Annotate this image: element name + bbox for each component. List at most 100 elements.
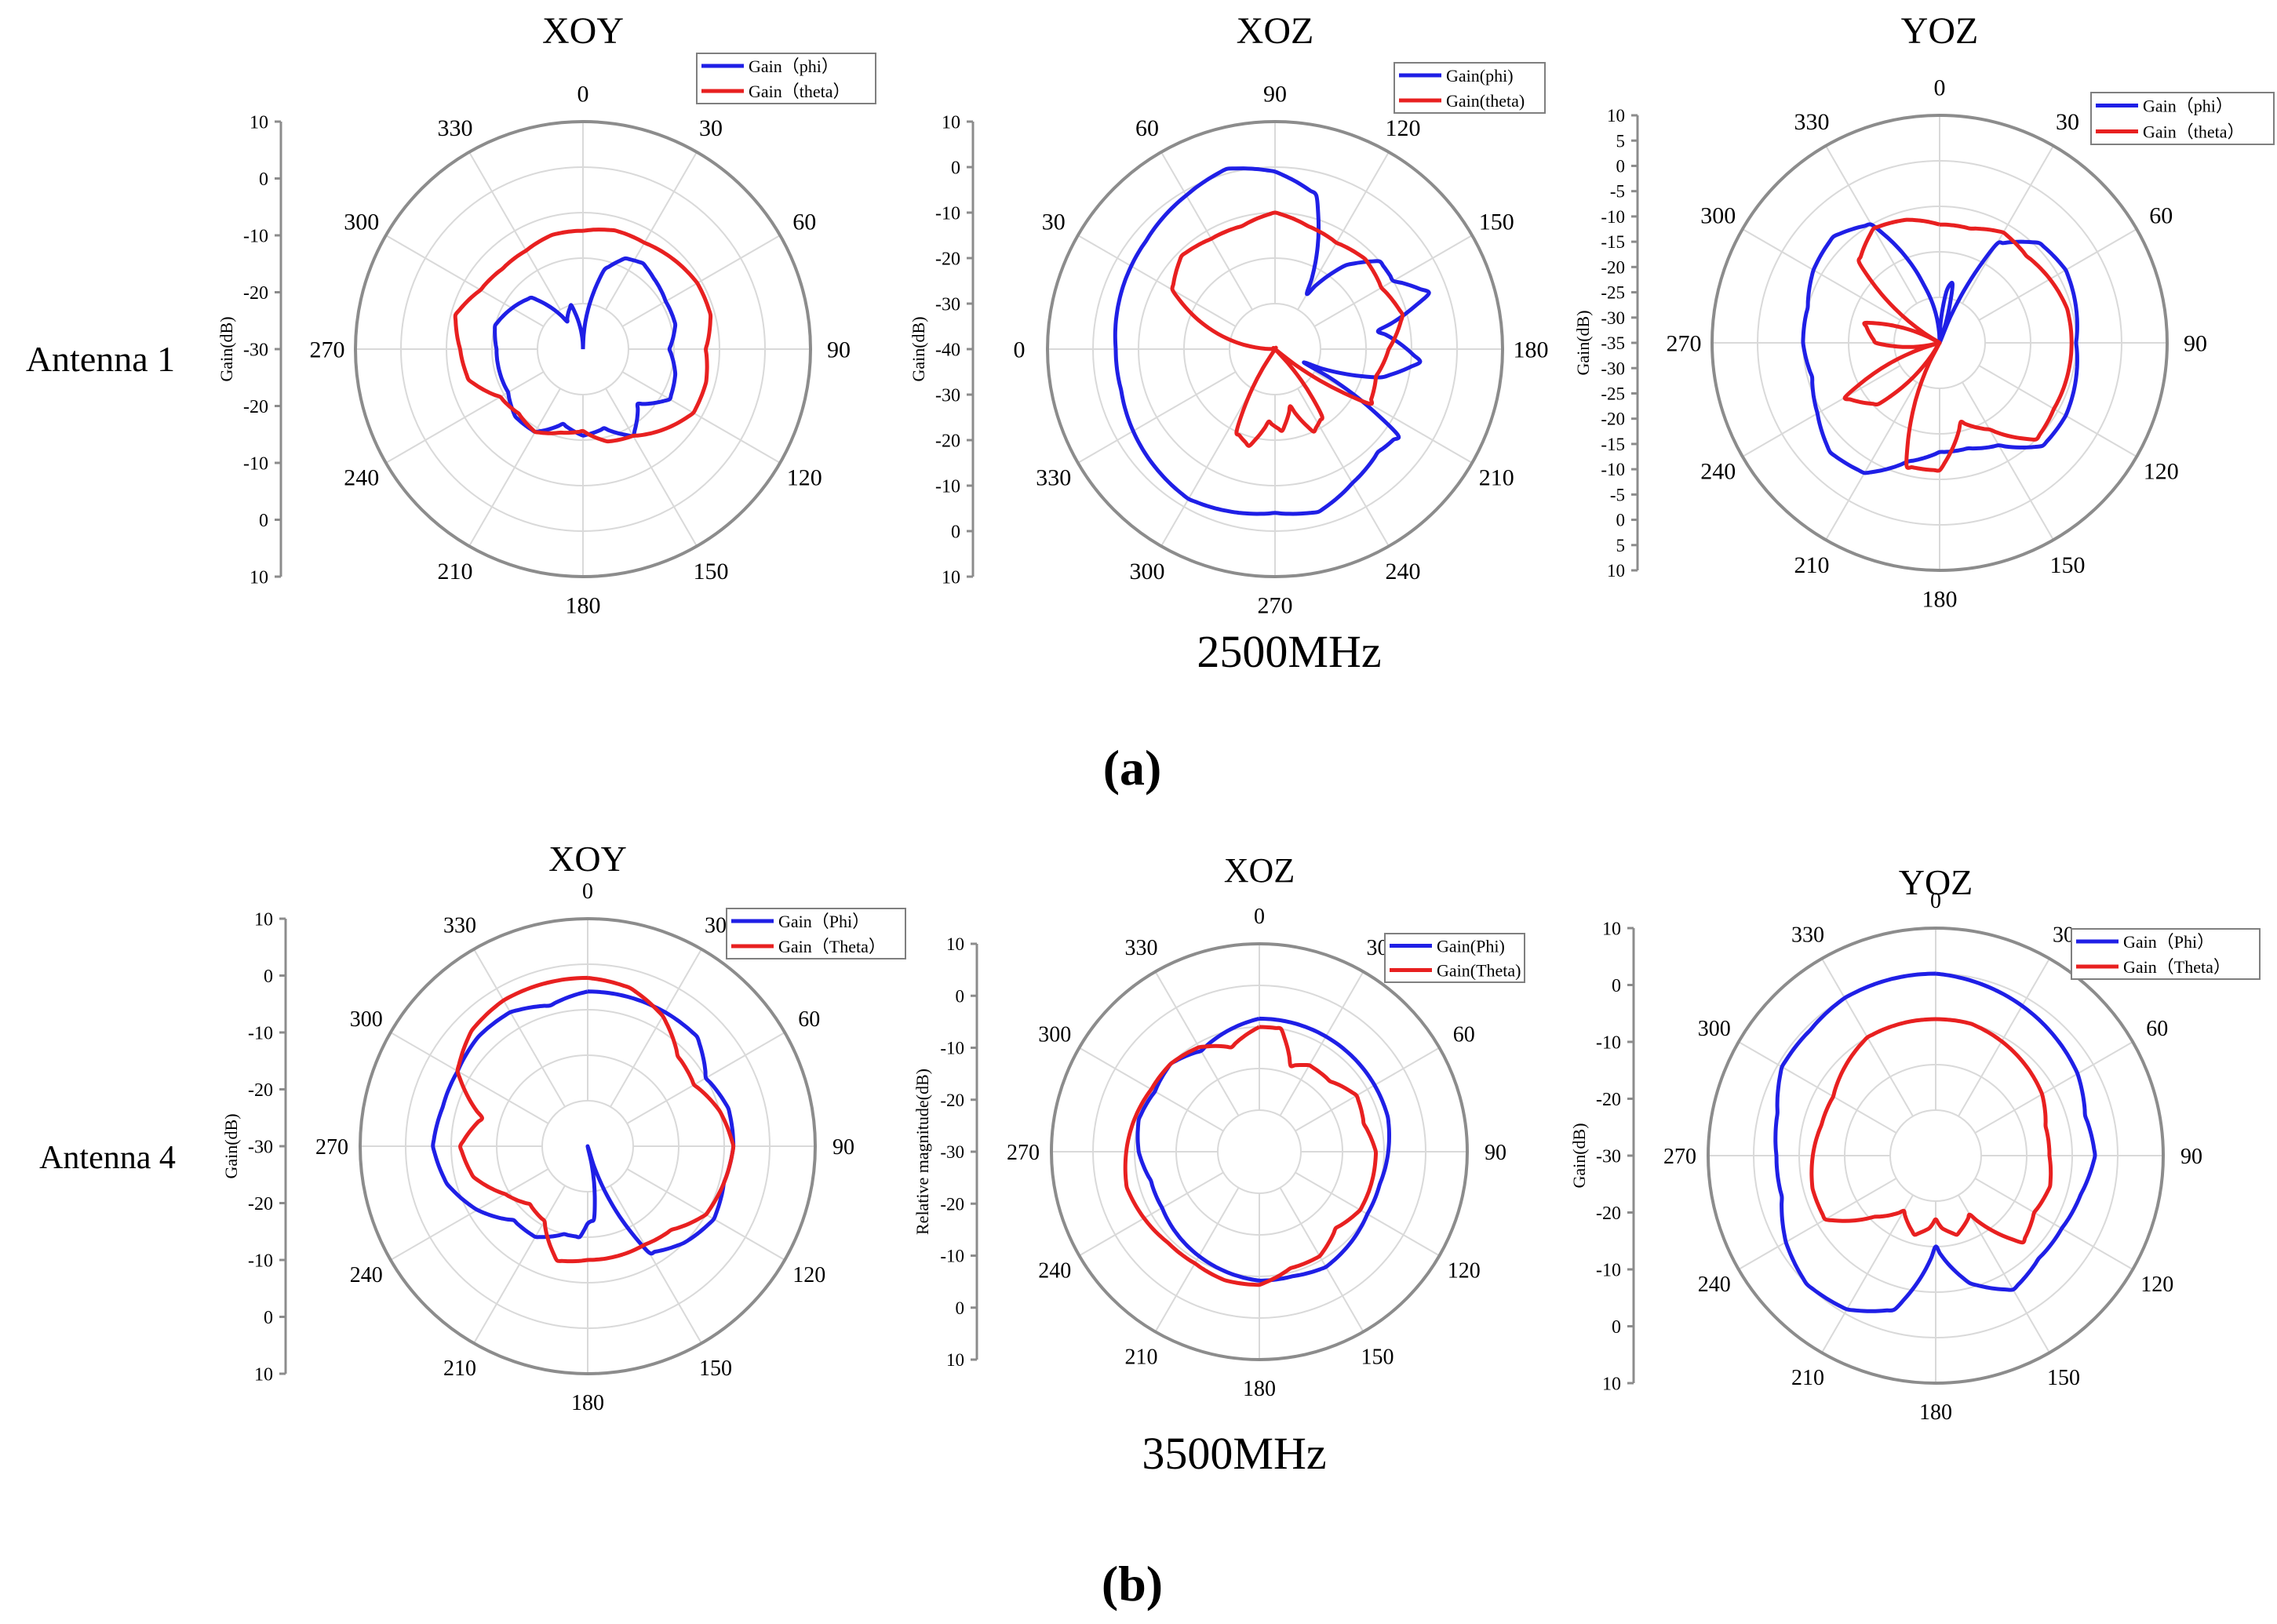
radial-axis-title: Relative magnitude(dB) bbox=[913, 1069, 932, 1235]
grid-spoke bbox=[1738, 1041, 1897, 1134]
angle-tick-label: 210 bbox=[1791, 1366, 1824, 1390]
grid-spoke bbox=[390, 1168, 549, 1261]
radial-axis-tick-label: 0 bbox=[956, 986, 965, 1006]
angle-tick-label: 120 bbox=[787, 465, 822, 491]
angle-tick-label: 240 bbox=[1038, 1258, 1071, 1283]
panel-a-label: (a) bbox=[1103, 740, 1162, 796]
angle-tick-label: 300 bbox=[1700, 203, 1736, 229]
angle-tick-label: 60 bbox=[798, 1007, 820, 1032]
series-curve-phi bbox=[1773, 971, 2097, 1313]
angle-tick-label: 150 bbox=[1361, 1345, 1394, 1370]
legend-label-phi: Gain（phi） bbox=[749, 56, 839, 76]
angle-tick-label: 330 bbox=[443, 914, 476, 938]
radial-axis-tick-label: 0 bbox=[1612, 1317, 1621, 1338]
radial-axis-tick-label: 5 bbox=[1616, 131, 1626, 151]
angle-tick-label: 90 bbox=[1485, 1141, 1506, 1165]
grid-spoke bbox=[1279, 1187, 1364, 1332]
radial-axis-tick-label: -20 bbox=[248, 1194, 273, 1214]
legend-label-phi: Gain（Phi） bbox=[778, 912, 869, 931]
legend-label-phi: Gain(Phi) bbox=[1437, 937, 1505, 956]
radial-axis-tick-label: -30 bbox=[935, 294, 960, 315]
angle-tick-label: 0 bbox=[1254, 905, 1265, 929]
radial-axis-tick-label: -10 bbox=[243, 453, 268, 474]
angle-tick-label: 300 bbox=[1698, 1017, 1731, 1041]
radial-axis-tick-label: 10 bbox=[1602, 919, 1621, 939]
grid-spoke bbox=[1978, 365, 2137, 457]
angle-tick-label: 180 bbox=[1922, 587, 1958, 613]
angle-tick-label: 90 bbox=[827, 337, 851, 363]
radial-axis-tick-label: -30 bbox=[1601, 359, 1625, 378]
radial-axis-title: Gain(dB) bbox=[1569, 1123, 1589, 1188]
angle-tick-label: 60 bbox=[792, 209, 816, 235]
polar-chart-a-yoz: 0 30 60 90 120 150 180 210 240 270 300 330 10 5 0 -5 -10… bbox=[1573, 10, 2275, 613]
angle-tick-label: 300 bbox=[1130, 559, 1165, 584]
angle-tick-label: 0 bbox=[1930, 889, 1941, 913]
legend-label-theta: Gain（theta） bbox=[749, 82, 851, 101]
angle-tick-label: 0 bbox=[1934, 75, 1946, 101]
angle-tick-label: 90 bbox=[1263, 82, 1287, 107]
radial-axis-tick-label: 0 bbox=[259, 169, 268, 190]
angle-tick-label: 270 bbox=[315, 1135, 348, 1160]
grid-spoke bbox=[1962, 145, 2054, 304]
grid-spoke bbox=[1974, 1041, 2133, 1134]
grid-spoke bbox=[1154, 971, 1240, 1116]
grid-spoke bbox=[1077, 235, 1237, 327]
legend-box bbox=[1384, 933, 1525, 983]
angle-tick-label: 150 bbox=[2047, 1366, 2080, 1390]
angle-tick-label: 270 bbox=[1258, 593, 1293, 619]
row-a-frequency-label: 2500MHz bbox=[1197, 626, 1381, 677]
angle-tick-label: 240 bbox=[1698, 1273, 1731, 1297]
legend-box bbox=[1394, 62, 1546, 114]
angle-tick-label: 300 bbox=[350, 1007, 383, 1032]
angle-tick-label: 150 bbox=[1479, 209, 1514, 235]
grid-spoke bbox=[1958, 958, 2050, 1117]
radial-axis-title: Gain(dB) bbox=[221, 1113, 241, 1178]
angle-tick-label: 240 bbox=[344, 465, 379, 491]
angle-tick-label: 30 bbox=[699, 115, 723, 141]
polar-chart-b-xoz: 0306090120150180210240270300330100-10-20… bbox=[913, 851, 1525, 1401]
radial-axis-tick-label: -35 bbox=[1601, 333, 1625, 353]
radial-axis-tick-label: -15 bbox=[1601, 232, 1625, 252]
grid-spoke bbox=[1742, 365, 1901, 457]
radial-axis-tick-label: 10 bbox=[250, 567, 268, 588]
series-curve-theta bbox=[455, 975, 736, 1264]
grid-spoke bbox=[1738, 1178, 1897, 1270]
grid-spoke bbox=[1978, 228, 2137, 321]
radial-axis-title: Gain(dB) bbox=[217, 316, 236, 381]
series-curve-theta bbox=[1170, 210, 1405, 448]
angle-tick-label: 270 bbox=[1663, 1145, 1696, 1169]
radial-axis-tick-label: -20 bbox=[935, 249, 960, 269]
radial-axis-tick-label: -20 bbox=[243, 283, 268, 304]
angle-tick-label: 150 bbox=[694, 559, 729, 584]
radial-axis-tick-label: 0 bbox=[956, 1298, 965, 1318]
angle-tick-label: 210 bbox=[443, 1356, 476, 1381]
grid-spoke bbox=[621, 371, 781, 464]
series-curve-theta bbox=[1123, 1025, 1379, 1287]
angle-tick-label: 90 bbox=[2180, 1145, 2202, 1169]
chart-title: XOZ bbox=[1224, 851, 1295, 890]
radial-axis-tick-label: -20 bbox=[940, 1091, 964, 1110]
angle-tick-label: 150 bbox=[2050, 552, 2086, 578]
grid-spoke bbox=[385, 371, 545, 464]
legend-label-theta: Gain(theta) bbox=[1446, 91, 1525, 111]
angle-tick-label: 60 bbox=[1135, 115, 1159, 141]
chart-legend: Gain（phi） Gain（theta） bbox=[2090, 92, 2275, 145]
radial-axis-tick-label: -20 bbox=[1596, 1090, 1621, 1110]
grid-spoke bbox=[621, 235, 781, 327]
angle-tick-label: 270 bbox=[1007, 1141, 1040, 1165]
series-curve-phi bbox=[1113, 166, 1431, 516]
radial-axis-tick-label: -30 bbox=[940, 1142, 964, 1162]
radial-axis-tick-label: 0 bbox=[259, 511, 268, 531]
series-curve-theta bbox=[453, 228, 713, 444]
radial-axis-tick-label: 5 bbox=[1616, 536, 1626, 555]
grid-spoke bbox=[1297, 151, 1390, 311]
angle-tick-label: 180 bbox=[1919, 1400, 1952, 1425]
radial-axis-tick-label: 10 bbox=[254, 1364, 273, 1385]
angle-tick-label: 150 bbox=[699, 1356, 732, 1381]
angle-tick-label: 180 bbox=[1243, 1377, 1276, 1401]
angle-tick-label: 120 bbox=[2140, 1273, 2173, 1297]
radial-axis-tick-label: -30 bbox=[1596, 1146, 1621, 1167]
radial-axis-tick-label: 10 bbox=[946, 934, 964, 954]
angle-tick-label: 210 bbox=[1125, 1345, 1158, 1370]
radial-axis-tick-label: -25 bbox=[1601, 384, 1625, 404]
